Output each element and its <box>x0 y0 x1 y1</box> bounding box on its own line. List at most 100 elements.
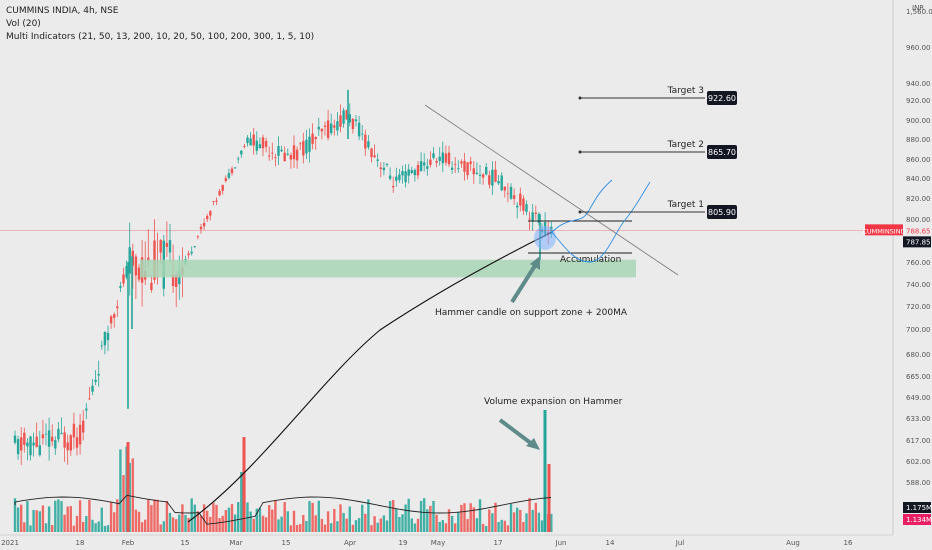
candle-body <box>323 125 327 127</box>
volume-bar <box>364 513 367 532</box>
candle-body <box>103 331 107 346</box>
candle-body <box>392 186 395 188</box>
candle-body <box>450 167 454 170</box>
volume-bar <box>317 500 320 532</box>
volume-bar <box>184 514 187 532</box>
volume-bar <box>407 498 410 532</box>
candle-body <box>326 120 330 138</box>
volume-bar <box>438 521 441 532</box>
candle-body <box>233 167 237 169</box>
volume-bar <box>32 509 35 532</box>
candle-body <box>227 173 231 178</box>
volume-bar <box>419 500 423 532</box>
price-tick-label: 900.00 <box>906 117 931 125</box>
candle-body <box>457 168 460 170</box>
volume-bar <box>116 499 119 532</box>
candle-body <box>60 432 63 434</box>
volume-bar <box>193 504 196 532</box>
volume-bar <box>215 504 218 532</box>
volume-bar <box>190 498 193 532</box>
volume-bar <box>280 516 283 532</box>
candle-body <box>165 242 169 247</box>
volume-bar <box>457 512 460 532</box>
volume-bar <box>113 512 116 532</box>
price-axis-top-label: 1,560.00 <box>906 8 932 16</box>
volume-bar <box>230 504 234 532</box>
volume-bar <box>94 523 97 532</box>
volume-bar <box>491 513 494 532</box>
volume-bar <box>88 499 91 532</box>
candle-body <box>447 152 451 165</box>
candle-body <box>339 115 342 127</box>
volume-bar <box>171 517 175 532</box>
volume-bar <box>398 516 401 532</box>
time-tick-label: 14 <box>606 539 615 547</box>
time-axis[interactable]: 2021 18 Feb 15 Mar 15 Apr 19 May 17 Jun 14 Jul Aug 16 <box>0 534 893 547</box>
candle-body <box>47 430 51 447</box>
volume-bar <box>283 501 286 532</box>
candle-body <box>44 433 48 435</box>
price-tick-label: 588.00 <box>906 479 931 487</box>
price-axis[interactable]: 1,560.00 960.00 940.00 920.00 900.00 880.00 86… <box>862 0 932 535</box>
time-tick-label: 19 <box>399 539 408 547</box>
candle-body <box>268 155 271 157</box>
volume-bar <box>159 524 162 532</box>
candle-body <box>212 201 215 202</box>
candle-body <box>351 118 355 129</box>
volume-bar <box>447 509 451 532</box>
candle-body <box>388 175 392 179</box>
volume-bar <box>44 523 48 532</box>
volume-bar <box>258 507 262 532</box>
candle-body <box>460 161 463 164</box>
volume-bar <box>506 525 510 532</box>
projection-path-2 <box>551 181 651 263</box>
candle-body <box>357 122 361 137</box>
candle-body <box>147 257 150 262</box>
price-tick-label: 920.00 <box>906 97 931 105</box>
multi-indicator-label[interactable]: Multi Indicators (21, 50, 13, 200, 10, 2… <box>6 32 315 42</box>
volume-tag-box <box>903 502 931 513</box>
candle-body <box>75 437 79 448</box>
candle-body <box>78 424 82 445</box>
time-tick-label: 2021 <box>1 539 19 547</box>
volume-bar <box>85 516 88 532</box>
candle-body <box>382 167 386 171</box>
candle-body <box>302 141 305 156</box>
volume-bar <box>357 518 361 532</box>
candle-body <box>35 436 38 447</box>
price-tick-label: 740.00 <box>906 281 931 289</box>
volume-bar <box>147 499 150 532</box>
volume-bar <box>450 515 454 532</box>
volume-bar <box>370 525 373 532</box>
volume-bar <box>218 518 221 532</box>
target-value: 805.90 <box>708 208 736 217</box>
currency-label: INR <box>912 4 925 12</box>
candle-body <box>398 174 401 181</box>
candle-body <box>336 121 339 131</box>
volume-bar <box>261 515 265 532</box>
volume-bar <box>379 518 382 532</box>
candle-body <box>509 186 513 199</box>
candle-body <box>277 146 280 156</box>
candle-body <box>305 139 308 154</box>
volume-bar <box>497 522 500 532</box>
volume-bar <box>23 522 26 532</box>
candle-body <box>441 152 444 164</box>
volume-bar <box>181 504 184 532</box>
candle-body <box>171 274 175 287</box>
candle-body <box>16 439 20 455</box>
candle-body <box>240 150 243 155</box>
volume-bar <box>51 525 54 532</box>
candle-body <box>404 171 407 183</box>
candle-body <box>330 123 333 134</box>
volume-bar <box>187 517 190 532</box>
candle-body <box>202 222 206 227</box>
price-tick-label: 617.00 <box>906 437 931 445</box>
volume-layer <box>13 410 553 532</box>
volume-bar <box>472 507 475 532</box>
volume-indicator-label[interactable]: Vol (20) <box>6 19 41 29</box>
volume-bar <box>66 506 69 532</box>
candle-body <box>410 170 413 173</box>
symbol-title[interactable]: CUMMINS INDIA, 4h, NSE <box>6 6 119 16</box>
